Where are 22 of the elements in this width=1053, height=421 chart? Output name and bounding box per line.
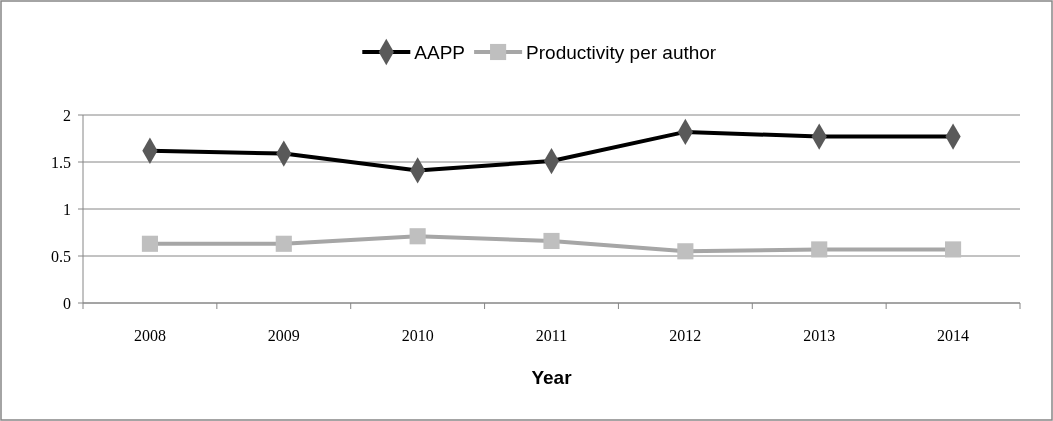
legend-label: AAPP [414,41,465,63]
x-tick-label: 2011 [535,327,568,344]
y-tick-label: 1.5 [51,153,71,171]
point [409,228,426,245]
x-tick-label: 2012 [669,327,702,344]
point [543,232,560,250]
point [811,241,828,258]
x-axis-title: Year [531,367,573,388]
x-tick-label: 2014 [937,327,970,344]
y-tick-label: 2 [63,106,71,124]
x-tick-label: 2013 [803,327,836,344]
y-tick-label: 1 [63,200,71,218]
x-tick-label: 2009 [267,327,300,344]
x-tick-label: 2010 [401,327,434,344]
x-tick-label: 2008 [133,327,166,344]
point [141,235,158,252]
legend-label: Productivity per author [526,41,717,63]
y-tick-label: 0 [63,294,71,312]
y-tick-label: 0.5 [51,247,71,265]
point [945,241,962,258]
point [275,235,292,252]
point [677,243,694,260]
